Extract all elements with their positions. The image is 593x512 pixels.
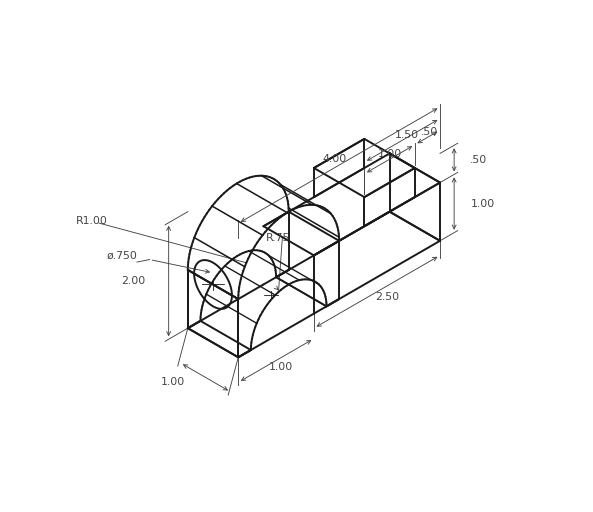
Text: 2.50: 2.50	[375, 292, 399, 302]
Text: 2.00: 2.00	[122, 276, 146, 286]
Text: 1.00: 1.00	[378, 149, 401, 159]
Text: .50: .50	[421, 127, 439, 137]
Text: 1.50: 1.50	[395, 130, 419, 140]
Text: .50: .50	[470, 155, 487, 165]
Text: 1.00: 1.00	[161, 377, 185, 388]
Text: 4.00: 4.00	[322, 154, 346, 164]
Text: ø.750: ø.750	[106, 250, 137, 261]
Text: R1.00: R1.00	[76, 216, 108, 226]
Text: R.75: R.75	[266, 233, 291, 243]
Text: 1.00: 1.00	[470, 199, 495, 208]
Text: 1.00: 1.00	[269, 361, 294, 372]
